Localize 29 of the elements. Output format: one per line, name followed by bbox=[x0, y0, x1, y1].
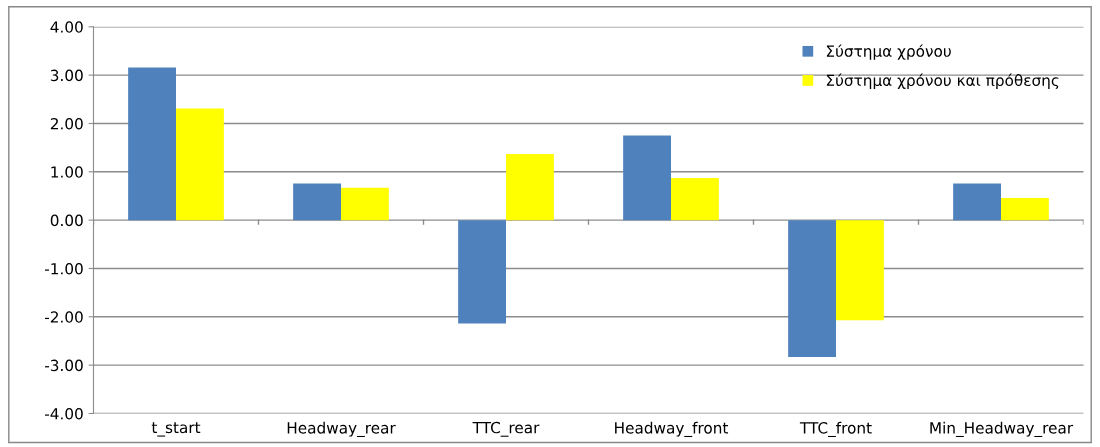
y-tick-label: 4.00 bbox=[50, 21, 83, 33]
x-tick-label: TTC_rear bbox=[472, 421, 540, 437]
y-tick-label: 3.00 bbox=[50, 69, 83, 82]
x-tick-label: TTC_front bbox=[799, 421, 872, 438]
x-tick-label: Headway_front bbox=[615, 421, 729, 438]
y-tick-label: 0.00 bbox=[50, 214, 83, 227]
legend-label: Σύστημα χρόνου bbox=[826, 44, 951, 60]
bar bbox=[836, 220, 884, 321]
y-tick-label: 1.00 bbox=[51, 166, 83, 178]
bar bbox=[176, 108, 224, 221]
bar bbox=[671, 178, 719, 221]
bar bbox=[293, 183, 341, 221]
x-tick-label: Headway_rear bbox=[287, 421, 396, 438]
bar bbox=[788, 220, 836, 357]
bar bbox=[506, 153, 554, 221]
bar bbox=[623, 135, 671, 221]
y-tick-label: -2.00 bbox=[45, 311, 83, 323]
bar bbox=[953, 183, 1001, 221]
bar bbox=[128, 67, 176, 221]
legend-label: Σύστημα χρόνου και πρόθεσης bbox=[826, 73, 1059, 90]
y-tick-label: 2.00 bbox=[50, 117, 83, 130]
y-tick-label: -3.00 bbox=[45, 359, 83, 372]
y-tick-label: -4.00 bbox=[45, 407, 83, 420]
y-tick-label: -1.00 bbox=[45, 262, 83, 275]
x-tick-label: t_start bbox=[151, 422, 201, 437]
bar bbox=[341, 187, 389, 221]
bar bbox=[1001, 197, 1049, 221]
bar bbox=[458, 220, 506, 324]
x-tick-label: Min_Headway_rear bbox=[930, 421, 1074, 438]
